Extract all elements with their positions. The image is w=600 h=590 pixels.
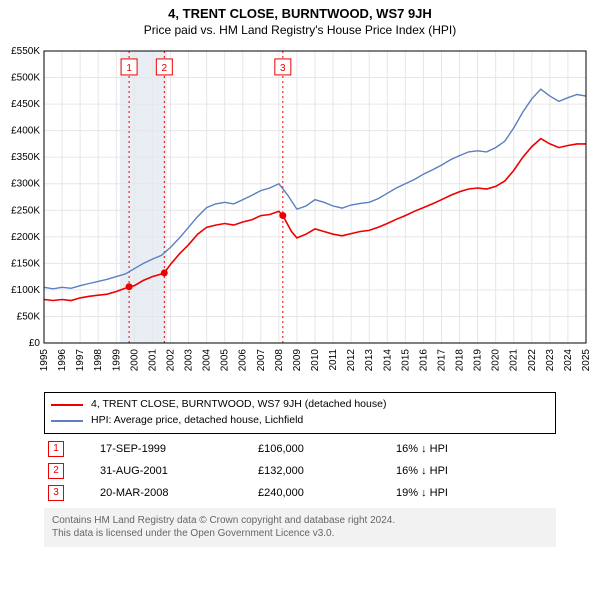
svg-text:2025: 2025 bbox=[581, 349, 592, 372]
chart-title: 4, TRENT CLOSE, BURNTWOOD, WS7 9JH bbox=[0, 0, 600, 21]
sales-table: 1 17-SEP-1999£106,00016% ↓ HPI 2 31-AUG-200… bbox=[44, 438, 556, 504]
svg-text:£0: £0 bbox=[29, 338, 41, 349]
sale-date: 20-MAR-2008 bbox=[96, 482, 254, 504]
legend-label: HPI: Average price, detached house, Lich… bbox=[91, 413, 303, 429]
svg-text:2016: 2016 bbox=[418, 349, 429, 372]
svg-text:£300K: £300K bbox=[11, 179, 40, 190]
svg-text:2011: 2011 bbox=[328, 349, 339, 371]
svg-text:1997: 1997 bbox=[75, 349, 86, 372]
svg-text:1995: 1995 bbox=[39, 349, 50, 372]
legend-item: HPI: Average price, detached house, Lich… bbox=[51, 413, 549, 429]
svg-text:£250K: £250K bbox=[11, 205, 40, 216]
svg-text:3: 3 bbox=[280, 63, 286, 74]
svg-text:2020: 2020 bbox=[491, 349, 502, 372]
svg-text:£500K: £500K bbox=[11, 73, 40, 84]
legend: 4, TRENT CLOSE, BURNTWOOD, WS7 9JH (deta… bbox=[44, 392, 556, 434]
table-row: 3 20-MAR-2008£240,00019% ↓ HPI bbox=[44, 482, 556, 504]
attribution-footer: Contains HM Land Registry data © Crown c… bbox=[44, 508, 556, 547]
line-chart: £0 £50K £100K £150K £200K £250K £300K £350K £400… bbox=[0, 41, 600, 386]
svg-text:1996: 1996 bbox=[57, 349, 68, 372]
svg-text:2021: 2021 bbox=[509, 349, 520, 372]
svg-text:£150K: £150K bbox=[11, 258, 40, 269]
svg-text:2006: 2006 bbox=[238, 349, 249, 372]
table-row: 1 17-SEP-1999£106,00016% ↓ HPI bbox=[44, 438, 556, 460]
svg-text:2003: 2003 bbox=[184, 349, 195, 372]
sale-date: 31-AUG-2001 bbox=[96, 460, 254, 482]
svg-text:2: 2 bbox=[162, 63, 168, 74]
svg-text:2010: 2010 bbox=[310, 349, 321, 372]
svg-text:2007: 2007 bbox=[256, 349, 267, 372]
svg-text:2018: 2018 bbox=[455, 349, 466, 372]
svg-text:2002: 2002 bbox=[165, 349, 176, 372]
sale-marker-badge: 1 bbox=[48, 441, 64, 457]
svg-text:1: 1 bbox=[126, 63, 132, 74]
svg-text:2004: 2004 bbox=[202, 349, 213, 372]
sale-date: 17-SEP-1999 bbox=[96, 438, 254, 460]
svg-text:2000: 2000 bbox=[129, 349, 140, 372]
svg-text:£100K: £100K bbox=[11, 285, 40, 296]
svg-text:2008: 2008 bbox=[274, 349, 285, 372]
footer-line: Contains HM Land Registry data © Crown c… bbox=[52, 514, 548, 528]
legend-label: 4, TRENT CLOSE, BURNTWOOD, WS7 9JH (deta… bbox=[91, 397, 386, 413]
sale-delta: 16% ↓ HPI bbox=[392, 438, 556, 460]
footer-line: This data is licensed under the Open Gov… bbox=[52, 527, 548, 541]
svg-text:2009: 2009 bbox=[292, 349, 303, 372]
svg-text:2012: 2012 bbox=[346, 349, 357, 372]
legend-swatch bbox=[51, 404, 83, 406]
sale-delta: 19% ↓ HPI bbox=[392, 482, 556, 504]
table-row: 2 31-AUG-2001£132,00016% ↓ HPI bbox=[44, 460, 556, 482]
chart-subtitle: Price paid vs. HM Land Registry's House … bbox=[0, 21, 600, 41]
sale-marker-badge: 2 bbox=[48, 463, 64, 479]
sale-price: £240,000 bbox=[254, 482, 392, 504]
svg-text:£400K: £400K bbox=[11, 126, 40, 137]
legend-item: 4, TRENT CLOSE, BURNTWOOD, WS7 9JH (deta… bbox=[51, 397, 549, 413]
sale-price: £132,000 bbox=[254, 460, 392, 482]
svg-text:1998: 1998 bbox=[93, 349, 104, 372]
sale-price: £106,000 bbox=[254, 438, 392, 460]
svg-text:£450K: £450K bbox=[11, 99, 40, 110]
sale-delta: 16% ↓ HPI bbox=[392, 460, 556, 482]
svg-text:2023: 2023 bbox=[545, 349, 556, 372]
svg-text:1999: 1999 bbox=[111, 349, 122, 372]
sale-marker-badge: 3 bbox=[48, 485, 64, 501]
svg-text:2015: 2015 bbox=[400, 349, 411, 372]
svg-text:£350K: £350K bbox=[11, 152, 40, 163]
svg-text:2013: 2013 bbox=[364, 349, 375, 372]
svg-text:2014: 2014 bbox=[382, 349, 393, 372]
svg-text:£550K: £550K bbox=[11, 46, 40, 57]
svg-text:2019: 2019 bbox=[473, 349, 484, 372]
svg-text:2022: 2022 bbox=[527, 349, 538, 372]
svg-text:2005: 2005 bbox=[220, 349, 231, 372]
legend-swatch bbox=[51, 420, 83, 422]
svg-text:£50K: £50K bbox=[17, 311, 41, 322]
svg-text:2017: 2017 bbox=[436, 349, 447, 372]
svg-text:2024: 2024 bbox=[563, 349, 574, 372]
svg-text:2001: 2001 bbox=[147, 349, 158, 372]
svg-text:£200K: £200K bbox=[11, 232, 40, 243]
